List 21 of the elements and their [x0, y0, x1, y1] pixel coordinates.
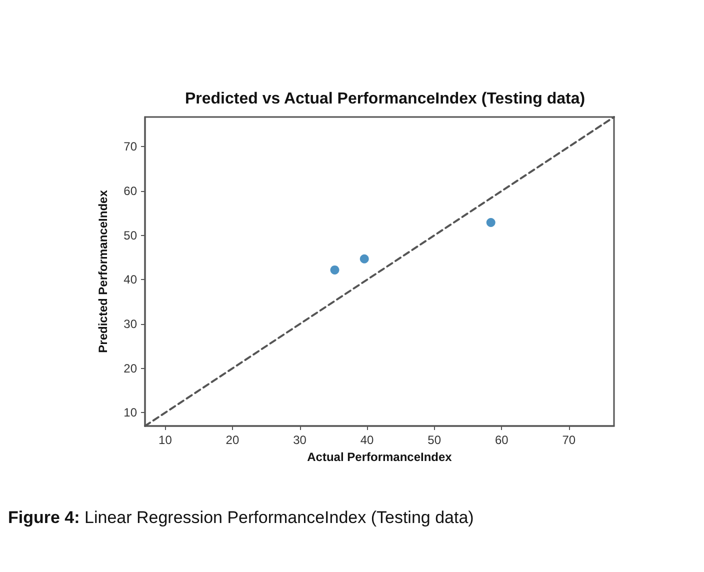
- x-tick-label: 60: [494, 433, 509, 447]
- x-tick-label: 10: [158, 433, 172, 447]
- y-tick-label: 40: [124, 272, 138, 287]
- point: [486, 218, 496, 228]
- y-tick-label: 30: [124, 317, 138, 332]
- x-tick-label: 30: [293, 433, 307, 447]
- x-tick-label: 70: [562, 433, 576, 447]
- x-tick-label: 40: [360, 433, 374, 447]
- y-tick-label: 10: [124, 406, 138, 420]
- x-tick-label: 50: [428, 433, 442, 447]
- x-tick-label: 20: [226, 433, 240, 447]
- point: [360, 254, 369, 264]
- caption: Figure 4: Linear Regression PerformanceIndex (Testing data): [8, 508, 474, 528]
- x-axis-title: Actual PerformanceIndex: [307, 450, 452, 464]
- chart-title: Predicted vs Actual PerformanceIndex (Testing data): [184, 90, 586, 108]
- point: [330, 265, 340, 274]
- y-axis-title: Predicted PerformanceIndex: [96, 190, 110, 353]
- y-tick-label: 70: [124, 140, 138, 154]
- y-tick-label: 50: [124, 228, 138, 242]
- y-tick-label: 20: [124, 361, 138, 376]
- y-tick-label: 60: [124, 184, 138, 198]
